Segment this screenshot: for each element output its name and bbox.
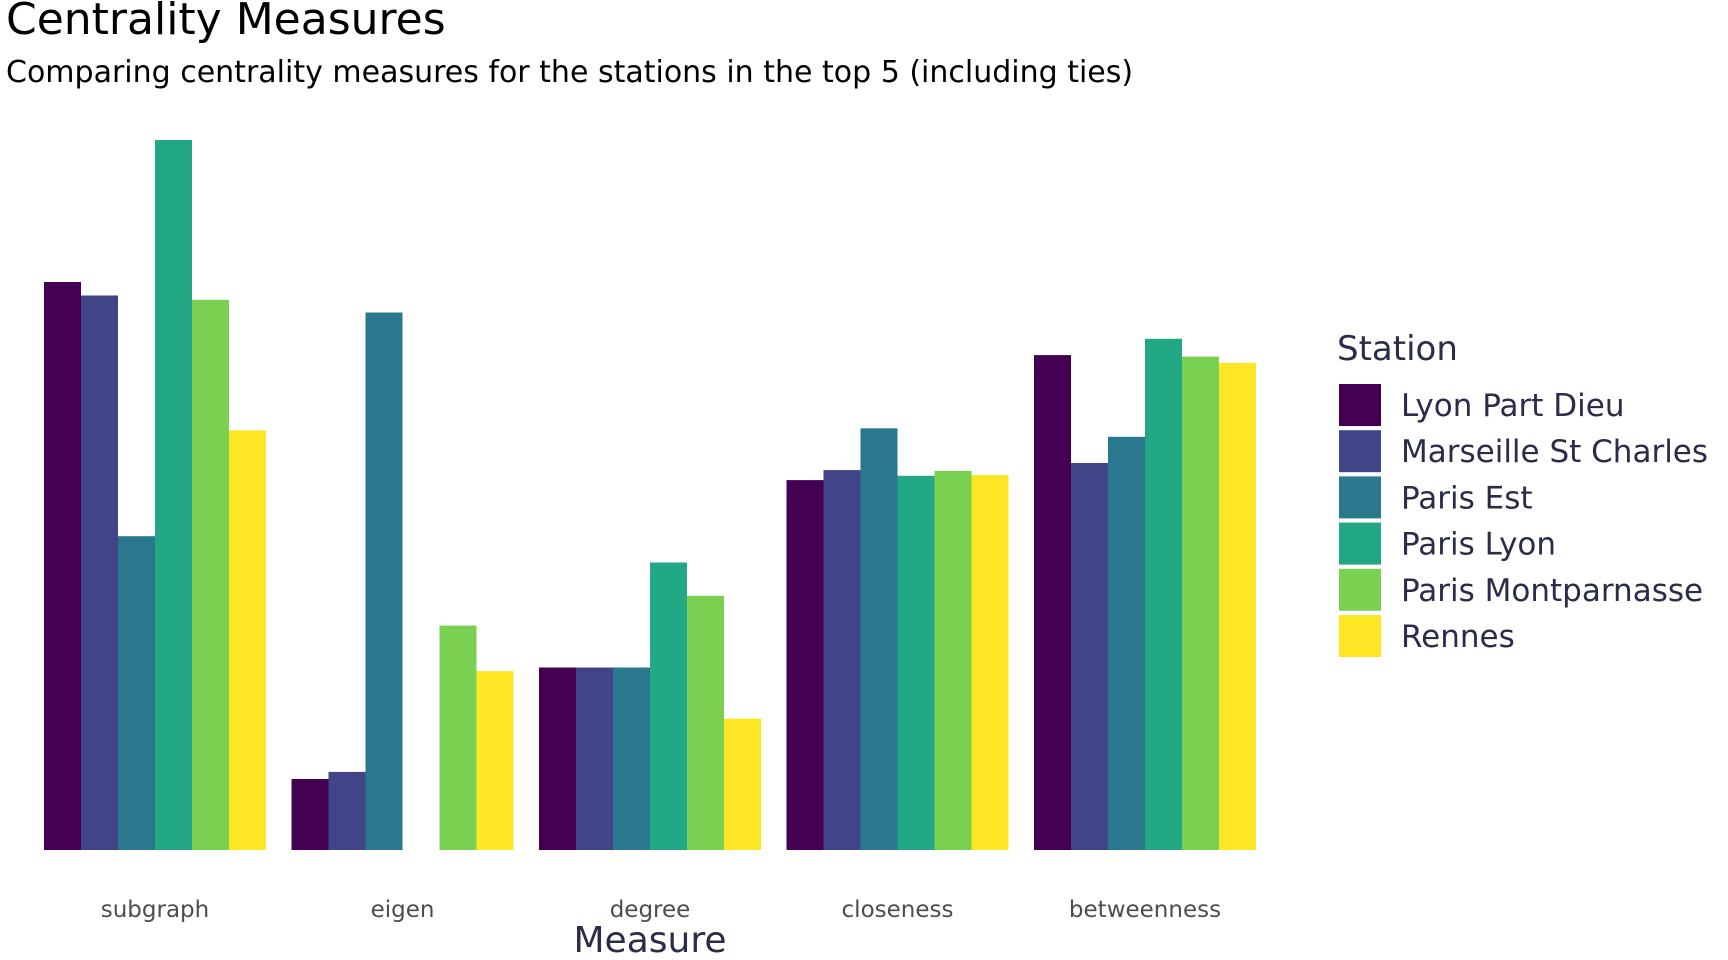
bar-betweenness-paris-est [1108, 436, 1145, 850]
bar-betweenness-paris-lyon [1145, 338, 1182, 850]
chart-title: Centrality Measures [6, 0, 446, 45]
plot-area [44, 140, 1256, 851]
legend-swatch [1339, 384, 1381, 426]
bar-betweenness-rennes [1219, 362, 1256, 850]
bar-closeness-marseille-st-charles [823, 470, 861, 850]
bar-subgraph-paris-montparnasse [192, 299, 229, 851]
legend-label: Lyon Part Dieu [1401, 388, 1625, 424]
legend-items: Lyon Part Dieu Marseille St Charles Paris … [1339, 384, 1708, 657]
legend-swatch [1339, 430, 1381, 473]
bar-eigen-lyon-part-dieu [291, 779, 329, 850]
bar-eigen-paris-montparnasse [439, 625, 477, 850]
bar-betweenness-lyon-part-dieu [1034, 355, 1071, 850]
x-tick-label: degree [610, 897, 691, 923]
bar-eigen-rennes [476, 671, 514, 850]
bar-subgraph-paris-lyon [155, 140, 192, 850]
legend-label: Paris Montparnasse [1401, 573, 1703, 609]
bar-subgraph-marseille-st-charles [81, 295, 118, 850]
legend-label: Marseille St Charles [1401, 434, 1708, 470]
legend-label: Paris Est [1401, 480, 1533, 516]
legend-label: Rennes [1401, 619, 1515, 655]
x-tick-label: betweenness [1069, 897, 1221, 923]
x-tick-label: eigen [371, 897, 435, 923]
x-axis-title: Measure [574, 920, 727, 960]
chart-subtitle: Comparing centrality measures for the st… [6, 55, 1133, 90]
legend-label: Paris Lyon [1401, 527, 1556, 563]
bar-subgraph-rennes [229, 430, 266, 850]
x-axis-ticks: subgraph eigen degree closeness betweenness [101, 897, 1221, 923]
bar-degree-marseille-st-charles [576, 667, 613, 850]
bar-degree-lyon-part-dieu [539, 667, 576, 850]
bar-degree-paris-est [613, 667, 650, 850]
bar-degree-rennes [724, 718, 761, 850]
legend-swatch [1339, 476, 1381, 519]
legend: Station Lyon Part Dieu Marseille St Charl… [1337, 329, 1708, 657]
legend-swatch [1339, 615, 1381, 657]
legend-swatch [1339, 568, 1381, 611]
bar-closeness-paris-est [860, 428, 898, 850]
legend-swatch [1339, 522, 1381, 565]
x-tick-label: closeness [842, 897, 954, 923]
bar-closeness-lyon-part-dieu [786, 480, 824, 850]
bar-subgraph-paris-est [118, 536, 155, 850]
bar-closeness-paris-lyon [897, 475, 935, 850]
bar-closeness-rennes [971, 475, 1009, 850]
bar-closeness-paris-montparnasse [934, 470, 972, 850]
bar-degree-paris-montparnasse [687, 595, 724, 850]
bar-subgraph-lyon-part-dieu [44, 282, 81, 850]
legend-title: Station [1337, 329, 1458, 369]
bar-eigen-paris-est [365, 312, 403, 850]
bar-betweenness-paris-montparnasse [1182, 356, 1219, 850]
bar-betweenness-marseille-st-charles [1071, 463, 1108, 850]
x-tick-label: subgraph [101, 897, 210, 923]
bar-eigen-marseille-st-charles [328, 771, 366, 850]
bar-degree-paris-lyon [650, 562, 687, 850]
